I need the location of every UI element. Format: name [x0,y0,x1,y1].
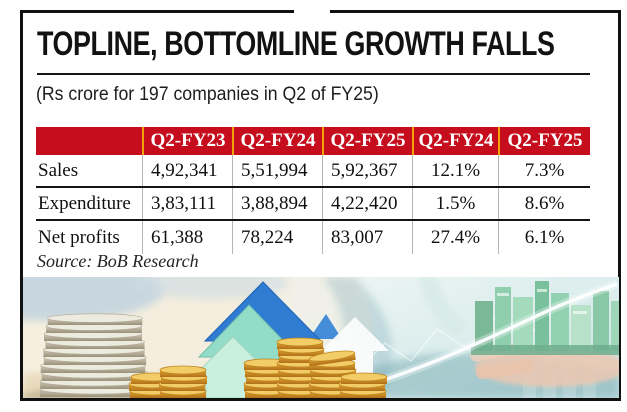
cell-value: 4,22,420 [322,188,412,219]
cell-value: 12.1% [412,155,498,186]
page-title-text: TOPLINE, BOTTOMLINE GROWTH FALLS [37,25,555,63]
subtitle: (Rs crore for 197 companies in Q2 of FY2… [36,84,596,106]
cell-value: 8.6% [498,188,590,219]
table-row-sales: Sales 4,92,341 5,51,994 5,92,367 12.1% 7… [36,155,590,188]
collage-graphic [23,277,619,398]
row-label: Sales [38,159,79,181]
cell-value: 6.1% [498,221,590,254]
growth-curve-and-city [328,277,619,398]
financials-table: Q2-FY23 Q2-FY24 Q2-FY25 Q2-FY24 Q2-FY25 … [36,127,590,254]
cell-value: 83,007 [322,221,412,254]
cell-value: 3,88,894 [232,188,322,219]
subtitle-text: (Rs crore for 197 companies in Q2 of FY2… [36,84,379,105]
frame-notch [294,8,330,15]
header-cell-q2fy23: Q2-FY23 [142,127,232,155]
cell-value: 4,92,341 [142,155,232,186]
cell-value: 61,388 [142,221,232,254]
header-cell-growth-q2fy24: Q2-FY24 [412,127,498,155]
cell-value: 1.5% [412,188,498,219]
table-row-net-profits: Net profits 61,388 78,224 83,007 27.4% 6… [36,221,590,254]
source-text: Source: BoB Research [37,251,199,271]
page-title: TOPLINE, BOTTOMLINE GROWTH FALLS [37,25,617,64]
finance-collage-image [23,277,619,398]
cell-value: 3,83,111 [142,188,232,219]
table-row-expenditure: Expenditure 3,83,111 3,88,894 4,22,420 1… [36,188,590,221]
header-cell-q2fy24: Q2-FY24 [232,127,322,155]
city-skyline-icon [471,281,619,355]
header-cell-empty [36,127,142,155]
cell-value: 7.3% [498,155,590,186]
header-cell-growth-q2fy25: Q2-FY25 [498,127,590,155]
row-label: Expenditure [38,192,131,214]
row-label: Net profits [38,226,120,248]
cell-value: 5,92,367 [322,155,412,186]
cell-value: 5,51,994 [232,155,322,186]
cell-value: 27.4% [412,221,498,254]
header-cell-q2fy25: Q2-FY25 [322,127,412,155]
title-divider [37,73,590,75]
table-header-row: Q2-FY23 Q2-FY24 Q2-FY25 Q2-FY24 Q2-FY25 [36,127,590,155]
cell-value: 78,224 [232,221,322,254]
